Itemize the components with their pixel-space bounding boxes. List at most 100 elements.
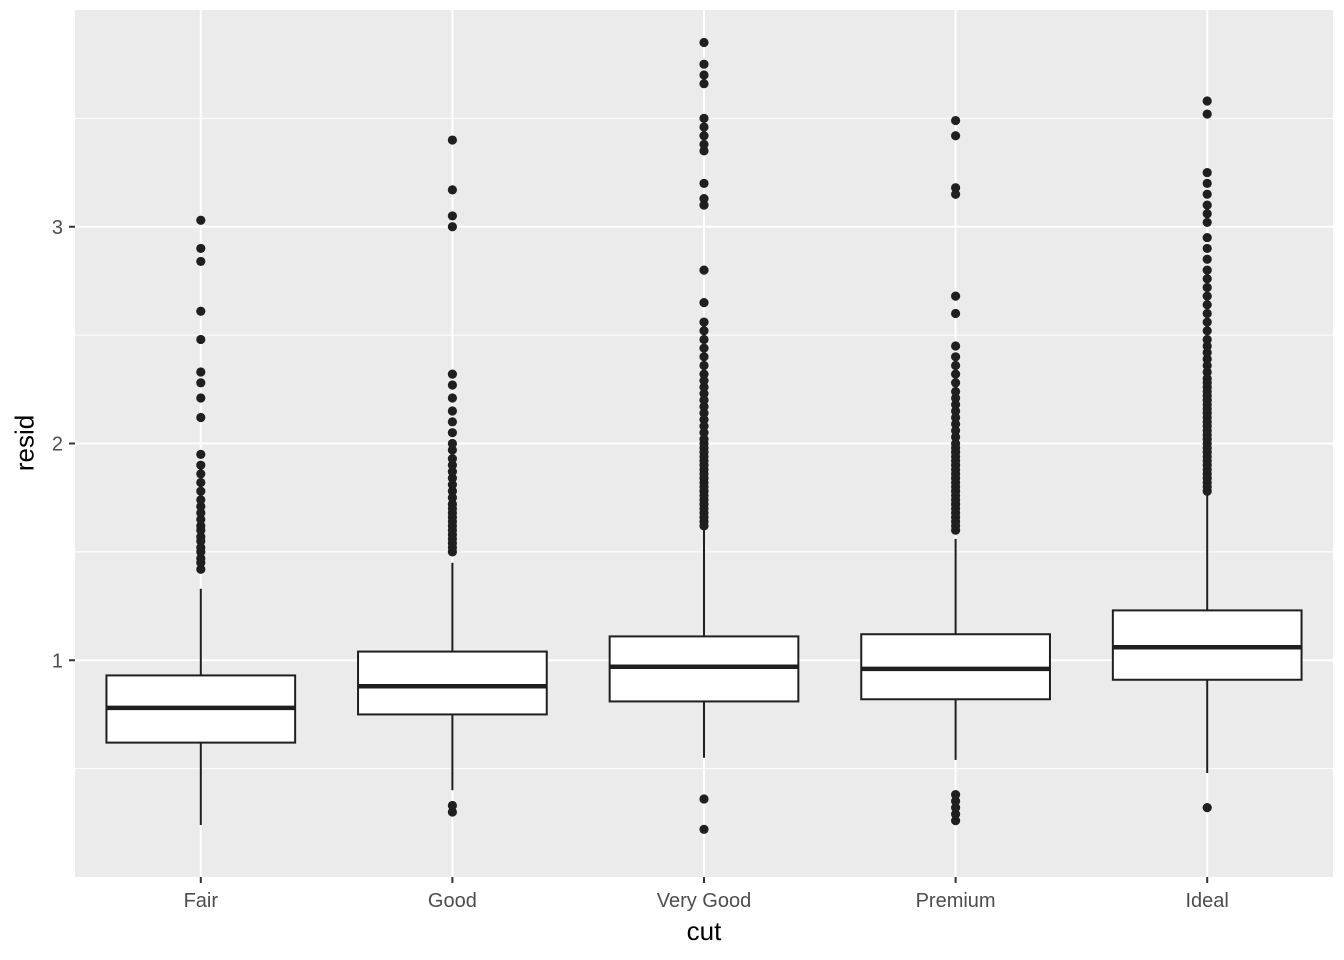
outlier-point	[699, 343, 709, 353]
outlier-point	[699, 421, 709, 431]
outlier-point	[699, 122, 709, 132]
outlier-point	[951, 419, 961, 429]
outlier-point	[196, 460, 206, 470]
outlier-point	[951, 369, 961, 379]
outlier-point	[1202, 354, 1212, 364]
outlier-point	[196, 469, 206, 479]
outlier-point	[447, 445, 457, 455]
outlier-point	[699, 415, 709, 425]
outlier-point	[447, 807, 457, 817]
outlier-point	[699, 59, 709, 69]
outlier-point	[699, 352, 709, 362]
outlier-point	[196, 564, 206, 574]
outlier-point	[951, 115, 961, 126]
y-axis-title: resid	[9, 414, 40, 472]
outlier-point	[196, 367, 206, 377]
outlier-point	[1202, 265, 1212, 275]
outlier-point	[1202, 200, 1212, 210]
outlier-point	[447, 393, 457, 403]
outlier-point	[1202, 96, 1212, 106]
outlier-point	[699, 434, 709, 444]
outlier-point	[699, 298, 709, 308]
y-tick-label: 1	[52, 650, 63, 672]
outlier-point	[1202, 291, 1212, 301]
outlier-point	[196, 243, 206, 254]
outlier-point	[447, 800, 457, 811]
outlier-point	[699, 178, 709, 188]
outlier-point	[1202, 334, 1212, 345]
outlier-point	[951, 183, 961, 193]
outlier-point	[951, 796, 961, 806]
outlier-point	[196, 532, 206, 542]
outlier-point	[196, 215, 206, 225]
outlier-point	[196, 378, 206, 388]
outlier-point	[196, 495, 206, 505]
x-tick-label: Very Good	[657, 890, 752, 912]
outlier-point	[699, 193, 709, 204]
outlier-point	[699, 70, 709, 80]
outlier-point	[1202, 189, 1212, 199]
outlier-point	[1202, 300, 1212, 310]
outlier-point	[196, 514, 206, 524]
outlier-point	[1202, 317, 1212, 327]
box	[357, 650, 548, 716]
outlier-point	[699, 200, 709, 210]
outlier-point	[1202, 347, 1212, 358]
outlier-point	[951, 790, 961, 800]
outlier-point	[447, 369, 457, 379]
outlier-point	[447, 493, 457, 503]
outlier-point	[699, 139, 709, 149]
x-tick-label: Ideal	[1186, 890, 1229, 912]
outlier-point	[951, 399, 961, 410]
outlier-point	[951, 378, 961, 388]
outlier-point	[699, 265, 709, 275]
outlier-point	[196, 553, 206, 563]
outlier-point	[699, 408, 709, 418]
outlier-point	[196, 256, 206, 267]
outlier-point	[699, 824, 709, 834]
x-tick-label: Premium	[916, 890, 996, 912]
outlier-point	[699, 79, 709, 89]
outlier-point	[447, 438, 457, 449]
outlier-point	[1202, 282, 1212, 293]
outlier-point	[196, 334, 206, 345]
outlier-point	[951, 131, 961, 141]
outlier-point	[447, 467, 457, 477]
outlier-point	[1202, 373, 1212, 384]
outlier-point	[447, 135, 457, 145]
outlier-point	[951, 386, 961, 397]
outlier-point	[447, 480, 457, 490]
outlier-point	[1202, 243, 1212, 254]
x-tick-label: Good	[428, 890, 477, 912]
outlier-point	[699, 326, 709, 336]
outlier-point	[447, 417, 457, 427]
outlier-point	[951, 425, 961, 436]
outlier-point	[196, 449, 206, 459]
outlier-point	[1202, 360, 1212, 371]
outlier-point	[196, 306, 206, 316]
outlier-point	[699, 376, 709, 386]
outlier-point	[447, 454, 457, 464]
outlier-point	[196, 521, 206, 531]
outlier-point	[1202, 803, 1212, 813]
outlier-point	[951, 393, 961, 403]
outlier-point	[699, 317, 709, 327]
outlier-point	[447, 222, 457, 232]
outlier-point	[196, 508, 206, 518]
outlier-point	[196, 486, 206, 496]
x-tick-label: Fair	[184, 890, 219, 912]
outlier-point	[447, 185, 457, 195]
y-tick-label: 2	[52, 434, 63, 456]
outlier-point	[1202, 209, 1212, 219]
outlier-point	[699, 389, 709, 399]
outlier-point	[951, 816, 961, 826]
outlier-point	[699, 402, 709, 412]
outlier-point	[951, 432, 961, 442]
outlier-point	[196, 412, 206, 423]
outlier-point	[951, 291, 961, 301]
outlier-point	[196, 393, 206, 403]
outlier-point	[1202, 109, 1212, 119]
outlier-point	[196, 477, 206, 488]
outlier-point	[1202, 254, 1212, 264]
